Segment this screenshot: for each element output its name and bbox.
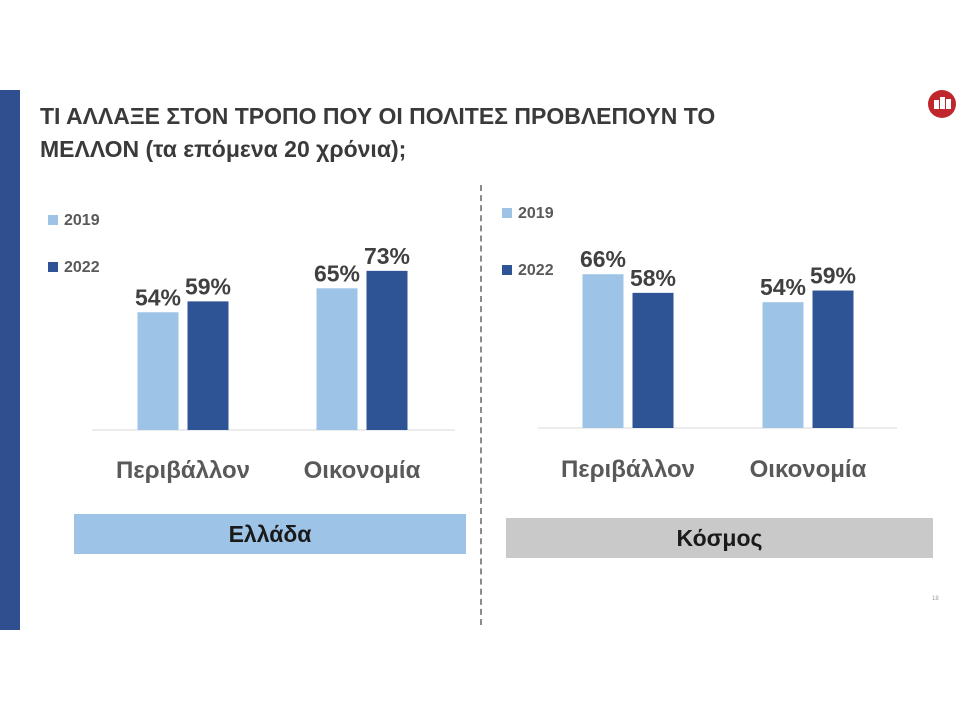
greece-legend-swatch-2022: [48, 262, 58, 272]
region-label-greece: Ελλάδα: [74, 514, 466, 554]
brand-logo-icon: [928, 90, 956, 118]
world-bar-2022-0: [632, 292, 674, 428]
greece-value-label-2022-0: 59%: [185, 273, 231, 299]
world-legend-swatch-2019: [502, 208, 512, 218]
side-accent-bar: [0, 90, 20, 630]
greece-legend-label-2022: 2022: [64, 259, 100, 276]
world-value-label-2019-1: 54%: [760, 274, 806, 300]
greece-legend-label-2019: 2019: [64, 212, 100, 229]
world-category-label-1: Οικονομία: [750, 456, 867, 483]
title-line-1: ΤΙ ΑΛΛΑΞΕ ΣΤΟΝ ΤΡΟΠΟ ΠΟΥ ΟΙ ΠΟΛΙΤΕΣ ΠΡΟΒ…: [40, 103, 716, 129]
greece-value-label-2022-1: 73%: [364, 243, 410, 269]
world-legend-label-2019: 2019: [518, 205, 554, 222]
greece-value-label-2019-0: 54%: [135, 284, 181, 310]
world-legend-swatch-2022: [502, 265, 512, 275]
greece-bar-2022-1: [366, 270, 408, 430]
world-value-label-2022-1: 59%: [810, 263, 856, 289]
world-bar-2019-1: [762, 302, 804, 428]
greece-bar-2019-1: [316, 288, 358, 430]
world-value-label-2019-0: 66%: [580, 246, 626, 272]
greece-bar-2022-0: [187, 301, 229, 430]
world-bar-2019-0: [582, 274, 624, 428]
title-line-2: ΜΕΛΛΟΝ (τα επόμενα 20 χρόνια);: [40, 136, 407, 162]
world-legend-label-2022: 2022: [518, 262, 554, 279]
page-title: ΤΙ ΑΛΛΑΞΕ ΣΤΟΝ ΤΡΟΠΟ ΠΟΥ ΟΙ ΠΟΛΙΤΕΣ ΠΡΟΒ…: [40, 100, 860, 166]
greece-bar-2019-0: [137, 312, 179, 430]
world-bar-2022-1: [812, 290, 854, 428]
greece-value-label-2019-1: 65%: [314, 260, 360, 286]
region-label-world: Κόσμος: [506, 518, 933, 558]
greece-legend-swatch-2019: [48, 215, 58, 225]
world-category-label-0: Περιβάλλον: [561, 456, 695, 483]
greece-category-label-1: Οικονομία: [304, 457, 421, 484]
world-value-label-2022-0: 58%: [630, 265, 676, 291]
greece-category-label-0: Περιβάλλον: [116, 457, 250, 484]
chart-divider: [480, 185, 482, 625]
page-number: 18: [932, 596, 939, 602]
